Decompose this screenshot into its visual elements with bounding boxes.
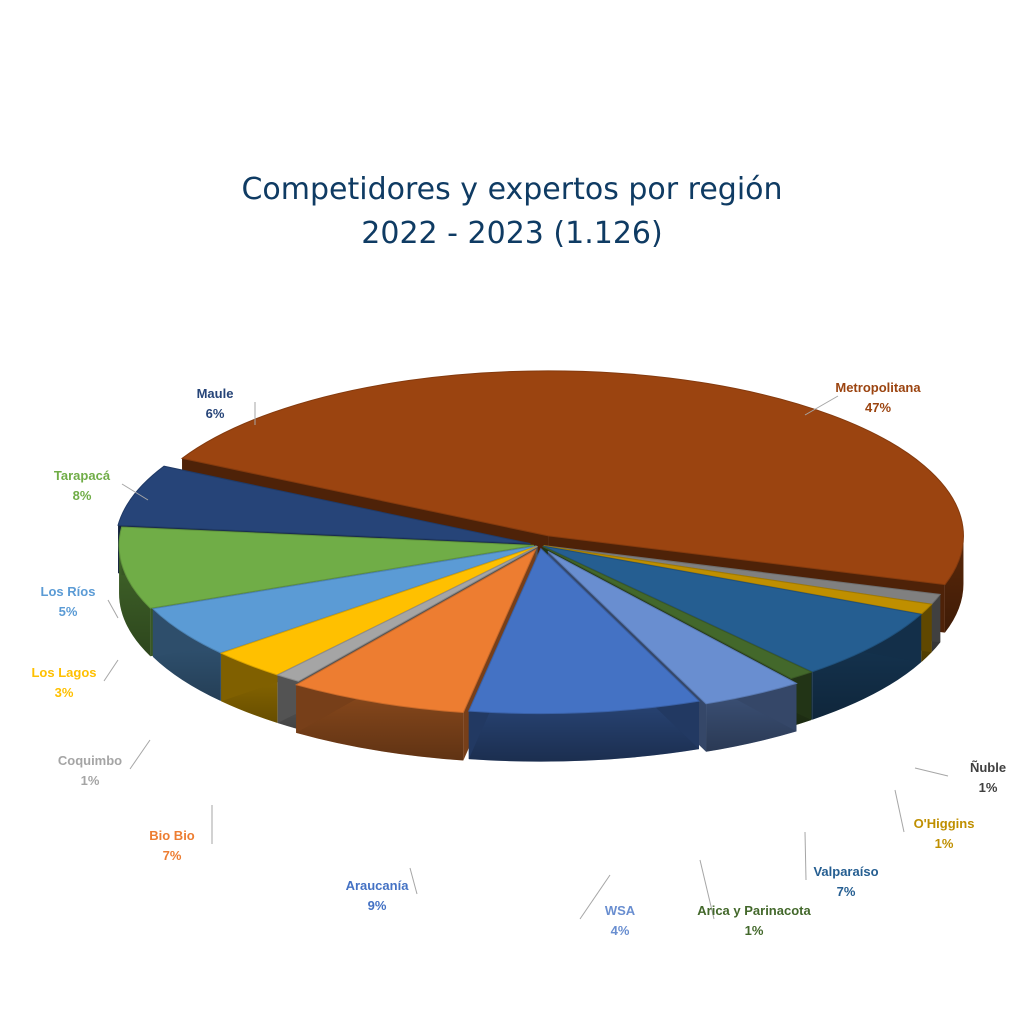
leader-line-los-r-os	[107, 599, 119, 619]
slice-label-araucan-a: Araucanía	[346, 878, 410, 893]
slice-label-wsa: WSA	[605, 903, 636, 918]
leader-line-arica-y-parinacota	[699, 859, 715, 920]
pie-slice-side-shade	[119, 545, 151, 657]
leader-line-coquimbo	[129, 739, 151, 770]
slice-value-wsa: 4%	[611, 923, 630, 938]
pie-slice-top	[118, 526, 535, 609]
slice-value-maule: 6%	[206, 406, 225, 421]
slice-label-bio-bio: Bio Bio	[149, 828, 195, 843]
leader-line-valpara-so	[804, 831, 807, 881]
slice-value-o-higgins: 1%	[935, 836, 954, 851]
leader-line-o-higgins	[894, 789, 905, 833]
pie-slice-araucan-a	[468, 547, 701, 762]
slice-label-valpara-so: Valparaíso	[813, 864, 878, 879]
chart-title-line-2: 2022 - 2023 (1.126)	[361, 216, 663, 251]
slice-label-arica-y-parinacota: Arica y Parinacota	[697, 903, 811, 918]
chart-title-line-1: Competidores y expertos por región	[241, 172, 783, 207]
slice-label--uble: Ñuble	[970, 760, 1006, 775]
slice-value-los-lagos: 3%	[55, 685, 74, 700]
pie-slice-top	[294, 548, 537, 714]
data-labels: Metropolitana 47% Ñuble 1% O'Higgins 1% Valpar…	[31, 380, 1006, 938]
pie-slice-top	[151, 545, 537, 654]
leader-line-wsa	[579, 874, 611, 920]
slice-value-tarapac-: 8%	[73, 488, 92, 503]
pie-slice-top	[468, 547, 701, 715]
leader-line-tarapac-	[121, 483, 149, 501]
slice-label-los-r-os: Los Ríos	[41, 584, 96, 599]
slice-value-los-r-os: 5%	[59, 604, 78, 619]
chart-title: Competidores y expertos por región 2022 …	[0, 168, 1024, 256]
slice-value-valpara-so: 7%	[837, 884, 856, 899]
slice-value-coquimbo: 1%	[81, 773, 100, 788]
slice-value-arica-y-parinacota: 1%	[745, 923, 764, 938]
pie-slice-side-shade	[944, 535, 964, 633]
slice-label-los-lagos: Los Lagos	[31, 665, 96, 680]
pie-slice-side-shade	[468, 701, 700, 762]
slice-label-coquimbo: Coquimbo	[58, 753, 122, 768]
leader-line-los-lagos	[103, 659, 119, 682]
slice-value-metropolitana: 47%	[865, 400, 891, 415]
leader-line-metropolitana	[804, 395, 839, 416]
pie-slice-top	[117, 465, 531, 545]
pie-slice-top	[180, 370, 964, 586]
slice-label-tarapac-: Tarapacá	[54, 468, 111, 483]
leader-line--uble	[914, 767, 949, 777]
slice-label-o-higgins: O'Higgins	[914, 816, 975, 831]
slice-value--uble: 1%	[979, 780, 998, 795]
pie-slices	[117, 370, 964, 762]
pie-slice-top	[542, 545, 813, 680]
leader-line-araucan-a	[409, 867, 418, 895]
slice-value-bio-bio: 7%	[163, 848, 182, 863]
pie-slice-top	[276, 545, 538, 682]
slice-value-araucan-a: 9%	[368, 898, 387, 913]
slice-label-maule: Maule	[197, 386, 234, 401]
pie-slice-top	[542, 545, 923, 673]
pie-slice-top	[547, 550, 798, 705]
slice-label-metropolitana: Metropolitana	[835, 380, 921, 395]
